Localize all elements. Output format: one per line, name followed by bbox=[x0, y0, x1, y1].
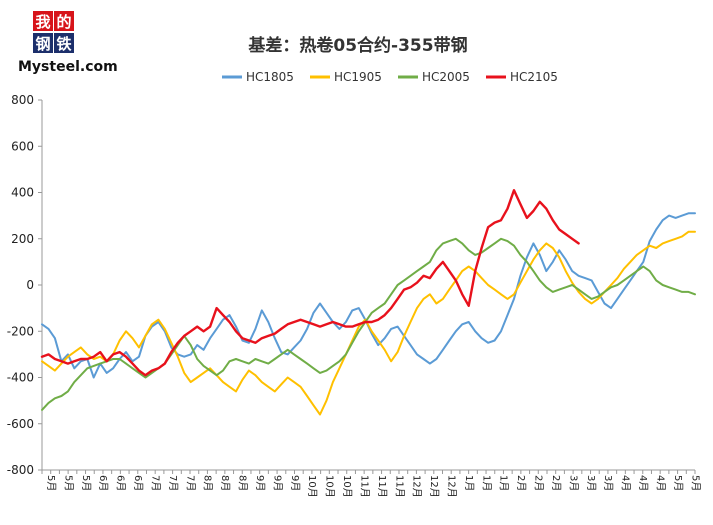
logo-block-top-right bbox=[54, 11, 74, 31]
series-line-hc1905 bbox=[41, 230, 696, 416]
chart-legend: HC1805 HC1905 HC2005 HC2105 bbox=[222, 70, 558, 84]
x-tick-label: 10月 bbox=[306, 475, 318, 498]
y-axis: -800 -600 -400 -200 0 200 400 600 800 bbox=[7, 93, 43, 477]
x-tick-label: 11月 bbox=[358, 475, 370, 498]
legend-label: HC1905 bbox=[334, 70, 382, 84]
x-tick-label: 5月 bbox=[80, 475, 92, 491]
x-tick-label: 3月 bbox=[567, 475, 579, 491]
y-tick-label: -200 bbox=[7, 324, 34, 338]
x-tick-label: 1月 bbox=[498, 475, 510, 491]
x-tick-label: 10月 bbox=[341, 475, 353, 498]
x-tick-label: 8月 bbox=[219, 475, 231, 491]
x-axis: 5月 5月 5月 6月 6月 6月 7月 7月 7月 8月 8月 8月 9月 9月 9月 10月 10月 10月 1… bbox=[41, 469, 701, 498]
y-tick-label: 0 bbox=[26, 278, 34, 292]
x-tick-label: 4月 bbox=[620, 475, 632, 491]
x-tick-label: 9月 bbox=[289, 475, 301, 491]
series-line-hc2005 bbox=[41, 237, 696, 411]
x-tick-label: 2月 bbox=[533, 475, 545, 491]
x-tick-label: 10月 bbox=[324, 475, 336, 498]
y-tick-label: 800 bbox=[11, 93, 34, 107]
x-tick-label: 7月 bbox=[149, 475, 161, 491]
y-tick-label: -800 bbox=[7, 463, 34, 477]
x-tick-label: 12月 bbox=[446, 475, 458, 498]
x-tick-label: 5月 bbox=[62, 475, 74, 491]
logo-block-top-left bbox=[33, 11, 53, 31]
series-layer bbox=[40, 188, 696, 416]
logo-block-bottom-left bbox=[33, 33, 53, 53]
x-tick-label: 5月 bbox=[672, 475, 684, 491]
y-tick-label: 400 bbox=[11, 186, 34, 200]
x-tick-label: 2月 bbox=[550, 475, 562, 491]
x-tick-label: 9月 bbox=[271, 475, 283, 491]
series-line-hc1805 bbox=[41, 212, 696, 379]
logo-char-3: 钢 bbox=[35, 35, 50, 53]
series-line-hc2105 bbox=[40, 188, 580, 377]
legend-label: HC2105 bbox=[510, 70, 558, 84]
logo-block-bottom-right bbox=[54, 33, 74, 53]
y-tick-label: -400 bbox=[7, 371, 34, 385]
y-tick-label: 200 bbox=[11, 232, 34, 246]
x-tick-label: 5月 bbox=[689, 475, 701, 491]
x-tick-label: 4月 bbox=[637, 475, 649, 491]
x-tick-label: 11月 bbox=[376, 475, 388, 498]
x-tick-label: 12月 bbox=[411, 475, 423, 498]
mysteel-logo: 我 的 钢 铁 Mysteel.com bbox=[18, 11, 118, 75]
x-tick-label: 1月 bbox=[463, 475, 475, 491]
x-tick-label: 11月 bbox=[393, 475, 405, 498]
logo-char-4: 铁 bbox=[56, 35, 71, 53]
x-tick-label: 5月 bbox=[45, 475, 57, 491]
x-tick-label: 12月 bbox=[428, 475, 440, 498]
x-tick-label: 7月 bbox=[184, 475, 196, 491]
x-tick-label: 6月 bbox=[97, 475, 109, 491]
chart-title: 基差：热卷05合约-355带钢 bbox=[247, 35, 467, 56]
legend-label: HC2005 bbox=[422, 70, 470, 84]
legend-label: HC1805 bbox=[246, 70, 294, 84]
x-tick-label: 6月 bbox=[132, 475, 144, 491]
x-tick-label: 7月 bbox=[167, 475, 179, 491]
x-tick-label: 1月 bbox=[480, 475, 492, 491]
logo-wordmark: Mysteel.com bbox=[18, 59, 118, 75]
x-tick-label: 8月 bbox=[237, 475, 249, 491]
logo-char-1: 我 bbox=[35, 13, 50, 31]
y-tick-label: 600 bbox=[11, 139, 34, 153]
logo-char-2: 的 bbox=[56, 13, 71, 31]
x-tick-label: 9月 bbox=[254, 475, 266, 491]
x-tick-label: 2月 bbox=[515, 475, 527, 491]
x-tick-label: 3月 bbox=[602, 475, 614, 491]
x-tick-label: 4月 bbox=[654, 475, 666, 491]
x-tick-label: 3月 bbox=[585, 475, 597, 491]
y-tick-label: -600 bbox=[7, 417, 34, 431]
x-tick-label: 6月 bbox=[115, 475, 127, 491]
x-tick-label: 8月 bbox=[202, 475, 214, 491]
